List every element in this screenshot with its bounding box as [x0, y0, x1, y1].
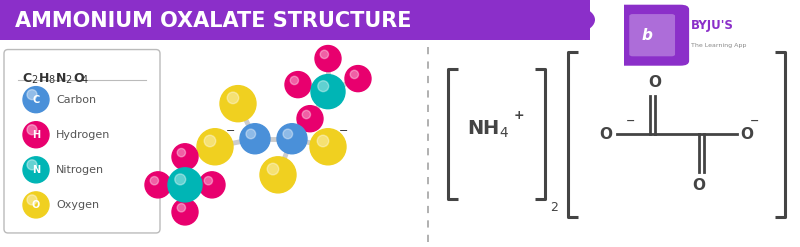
Text: O: O — [73, 72, 84, 84]
Ellipse shape — [495, 0, 595, 40]
Text: O: O — [692, 178, 705, 193]
Circle shape — [178, 148, 186, 157]
Circle shape — [172, 144, 198, 170]
Circle shape — [27, 125, 37, 135]
Text: +: + — [513, 109, 524, 122]
Circle shape — [345, 66, 371, 92]
Circle shape — [23, 192, 49, 218]
Text: 2: 2 — [65, 75, 71, 85]
Text: −: − — [750, 116, 759, 126]
Circle shape — [267, 163, 278, 175]
Text: −: − — [226, 126, 236, 136]
Circle shape — [23, 87, 49, 113]
Circle shape — [310, 129, 346, 165]
Text: O: O — [599, 127, 613, 142]
Circle shape — [290, 76, 298, 85]
Text: N: N — [32, 165, 40, 175]
Text: H: H — [39, 72, 50, 84]
Circle shape — [27, 160, 37, 170]
Circle shape — [145, 172, 171, 198]
Circle shape — [297, 106, 323, 132]
FancyBboxPatch shape — [615, 5, 689, 66]
Circle shape — [204, 177, 213, 185]
Text: AMMONIUM OXALATE STRUCTURE: AMMONIUM OXALATE STRUCTURE — [15, 11, 411, 31]
Circle shape — [317, 135, 329, 147]
Circle shape — [27, 195, 37, 205]
Text: N: N — [56, 72, 66, 84]
Circle shape — [260, 157, 296, 193]
Circle shape — [27, 90, 37, 100]
Circle shape — [220, 86, 256, 122]
Text: 2: 2 — [31, 75, 38, 85]
Text: −: − — [339, 126, 349, 136]
Circle shape — [23, 122, 49, 148]
Text: 8: 8 — [48, 75, 54, 85]
Circle shape — [150, 177, 158, 185]
Text: b: b — [642, 28, 652, 43]
Circle shape — [240, 124, 270, 154]
FancyBboxPatch shape — [470, 0, 590, 247]
Text: O: O — [741, 127, 754, 142]
Circle shape — [350, 70, 358, 79]
Circle shape — [204, 135, 216, 147]
Text: 4: 4 — [82, 75, 88, 85]
Text: NH$_4$: NH$_4$ — [467, 119, 510, 140]
Bar — [0, 0, 540, 40]
Circle shape — [320, 50, 329, 59]
Text: Hydrogen: Hydrogen — [56, 130, 110, 140]
Circle shape — [315, 45, 341, 72]
Circle shape — [318, 81, 329, 92]
Text: BYJU'S: BYJU'S — [691, 19, 734, 32]
Circle shape — [197, 129, 233, 165]
Text: C: C — [22, 72, 31, 84]
Circle shape — [283, 129, 293, 139]
Text: −: − — [626, 116, 635, 126]
Circle shape — [172, 199, 198, 225]
FancyBboxPatch shape — [4, 50, 160, 233]
Text: Carbon: Carbon — [56, 95, 96, 105]
Circle shape — [277, 124, 307, 154]
Text: 2: 2 — [550, 201, 558, 214]
Text: The Learning App: The Learning App — [691, 42, 746, 48]
Text: H: H — [32, 130, 40, 140]
Text: C: C — [32, 95, 40, 105]
Circle shape — [311, 75, 345, 109]
Circle shape — [227, 92, 238, 104]
Text: Nitrogen: Nitrogen — [56, 165, 104, 175]
Text: O: O — [648, 75, 661, 90]
Circle shape — [23, 157, 49, 183]
Circle shape — [199, 172, 225, 198]
Circle shape — [246, 129, 256, 139]
Circle shape — [178, 204, 186, 212]
Text: Oxygen: Oxygen — [56, 200, 99, 210]
Circle shape — [168, 168, 202, 202]
Text: O: O — [32, 200, 40, 210]
FancyBboxPatch shape — [630, 14, 675, 56]
Circle shape — [175, 174, 186, 185]
Circle shape — [285, 72, 311, 98]
Circle shape — [302, 110, 310, 119]
